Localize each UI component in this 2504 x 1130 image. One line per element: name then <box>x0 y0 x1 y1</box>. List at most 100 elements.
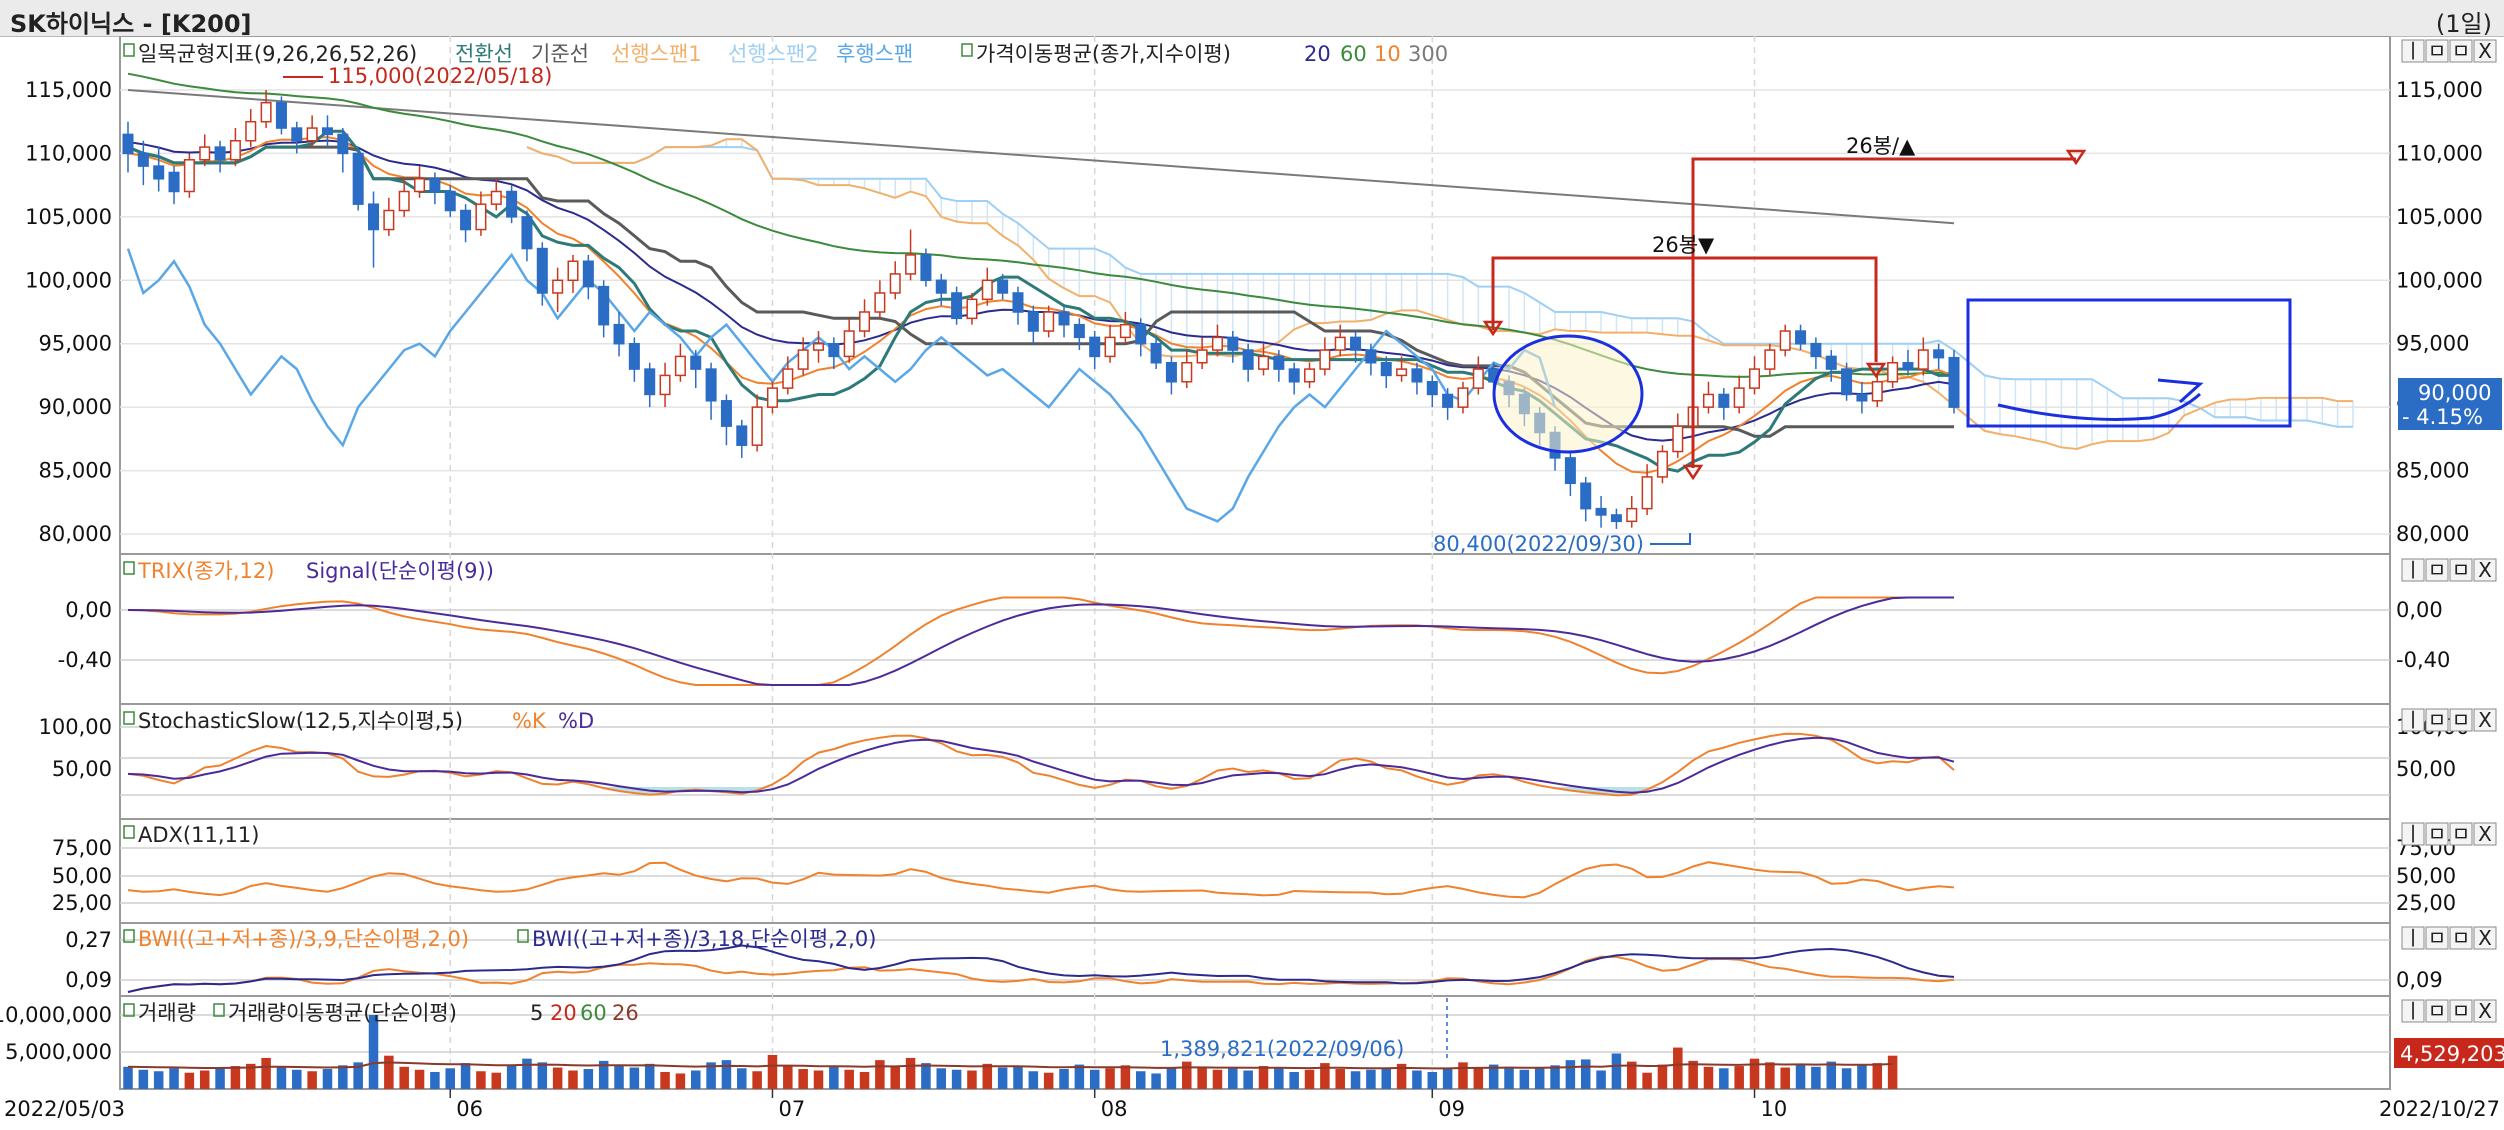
pane-control-button <box>2473 708 2497 732</box>
vol-tick-1: 5,000,000 <box>5 1040 112 1064</box>
legend-volume: 거래량 <box>138 1001 196 1025</box>
volume-bar <box>1811 1066 1821 1089</box>
pane-control-label: ㅁ <box>2428 999 2446 1023</box>
volume-bar <box>1304 1069 1315 1089</box>
volume-bar <box>353 1062 363 1089</box>
volume-bar <box>767 1054 778 1089</box>
pane-control-button <box>2425 708 2449 732</box>
volume-bar <box>1228 1068 1238 1089</box>
candle-body <box>1012 292 1024 313</box>
candle-body <box>506 190 518 218</box>
volume-bar <box>1765 1062 1775 1089</box>
volume-tag: 4,529,203 <box>2400 1042 2504 1066</box>
candles <box>122 90 1960 529</box>
volume-bar <box>1534 1068 1545 1089</box>
volume-bar <box>1519 1069 1530 1089</box>
candle-body <box>1211 336 1223 351</box>
volume-bar <box>598 1060 609 1089</box>
volume-bar <box>1059 1069 1069 1089</box>
volume-bar <box>737 1068 747 1089</box>
candle-body <box>1396 368 1408 377</box>
candle-body <box>260 101 272 123</box>
candle-body <box>444 190 456 212</box>
volume-bar <box>1442 1069 1453 1089</box>
volume-bar <box>261 1057 271 1089</box>
span2-line <box>526 146 2353 428</box>
candle-body <box>1626 507 1638 523</box>
candle-body <box>674 355 686 377</box>
volume-bar <box>552 1067 563 1089</box>
pane-control-button <box>2449 926 2473 950</box>
period-label[interactable]: (1일) <box>2435 10 2492 38</box>
bwi-18-line <box>127 944 1955 993</box>
candle-body <box>214 146 226 161</box>
legend-ichimoku[interactable]: 일목균형지표(9,26,26,52,26) 전환선 기준선 선행스팬1 선행스팬… <box>123 42 1448 66</box>
candle-body <box>1104 336 1116 358</box>
legend-conv: 전환선 <box>455 42 513 66</box>
pane-control-button <box>2401 39 2425 63</box>
volume-bar <box>982 1063 993 1089</box>
projection-arrow <box>1997 392 2202 421</box>
candle-body <box>1856 393 1868 402</box>
pane-control-label: X <box>2478 558 2492 582</box>
price-tick-left: 115,000 <box>25 78 112 102</box>
volume-bar <box>445 1068 455 1089</box>
volume-bar <box>1166 1067 1177 1089</box>
candle-body <box>1948 356 1960 408</box>
candle-body <box>1641 476 1653 510</box>
conversion-line <box>127 129 1954 473</box>
pane-control-label: ㅁ <box>2452 558 2470 582</box>
volume-bar <box>1826 1061 1837 1089</box>
pane-control-label: ㅁ <box>2428 708 2446 732</box>
candle-body <box>1672 425 1684 453</box>
volume-bar <box>276 1066 287 1089</box>
volume-bar <box>1258 1066 1269 1089</box>
pane-control-label: ㅁ <box>2452 822 2470 846</box>
volume-bar <box>1089 1069 1100 1089</box>
pane-control-button <box>2473 822 2497 846</box>
date-axis: 2022/05/03 2022/10/27 06 07 08 09 10 <box>4 1097 2500 1121</box>
candle-body <box>1764 349 1776 370</box>
candle-body <box>1718 393 1730 408</box>
volume-bar <box>1550 1065 1560 1089</box>
pane-control-button <box>2401 708 2425 732</box>
volume-bar <box>491 1072 502 1089</box>
volume-bar <box>967 1070 977 1089</box>
pane-control-label: ㅁ <box>2428 926 2446 950</box>
last-price-tag: 90,000 <box>2418 381 2491 405</box>
candle-body <box>199 146 211 161</box>
ma20-line <box>127 139 1955 442</box>
candle-body <box>168 171 180 193</box>
volume-bar <box>460 1063 471 1089</box>
pane-control-button <box>2401 999 2425 1023</box>
volume-bar <box>1381 1068 1392 1089</box>
volume-bar <box>690 1070 701 1089</box>
candle-body <box>920 254 932 282</box>
candle-body <box>598 285 610 326</box>
candle-body <box>1150 342 1162 364</box>
candle-body <box>659 374 671 396</box>
candle-body <box>1027 311 1039 332</box>
pane-control-button <box>2401 822 2425 846</box>
volume-bar <box>1734 1066 1744 1089</box>
volume-bar <box>859 1071 870 1089</box>
volume-bar <box>215 1067 225 1089</box>
candle-body <box>1810 342 1822 358</box>
adx-pane: ADX(11,11) 75,00 50,00 25,00 75,00 50,00… <box>52 823 2456 915</box>
candle-body <box>1702 393 1714 408</box>
trix-signal-line <box>127 596 1954 686</box>
candle-body <box>582 260 594 288</box>
chart-canvas[interactable]: 26봉▼ 26봉/▲ 115,000(2022/05/18) 80,400(20… <box>0 36 2504 1130</box>
candle-body <box>1656 450 1668 478</box>
volume-bar <box>1749 1058 1760 1089</box>
candle-body <box>1841 368 1853 396</box>
volume-bar <box>844 1069 854 1089</box>
pane-control-label: ㅁ <box>2452 39 2470 63</box>
annotations: 26봉▼ 26봉/▲ 115,000(2022/05/18) 80,400(20… <box>283 64 2292 556</box>
legend-ma300: 300 <box>1408 42 1448 66</box>
price-tick-left: 80,000 <box>39 522 112 546</box>
volume-bar <box>629 1067 640 1089</box>
pane-control-button <box>2449 39 2473 63</box>
pane-control-button <box>2449 822 2473 846</box>
